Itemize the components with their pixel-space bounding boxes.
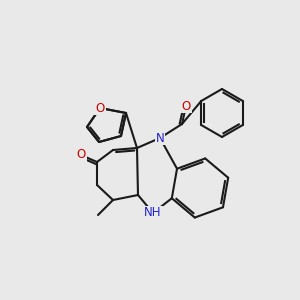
Text: N: N xyxy=(156,131,164,145)
Text: O: O xyxy=(182,100,190,112)
Text: O: O xyxy=(76,148,85,161)
Text: NH: NH xyxy=(144,206,162,220)
Text: O: O xyxy=(95,101,105,115)
